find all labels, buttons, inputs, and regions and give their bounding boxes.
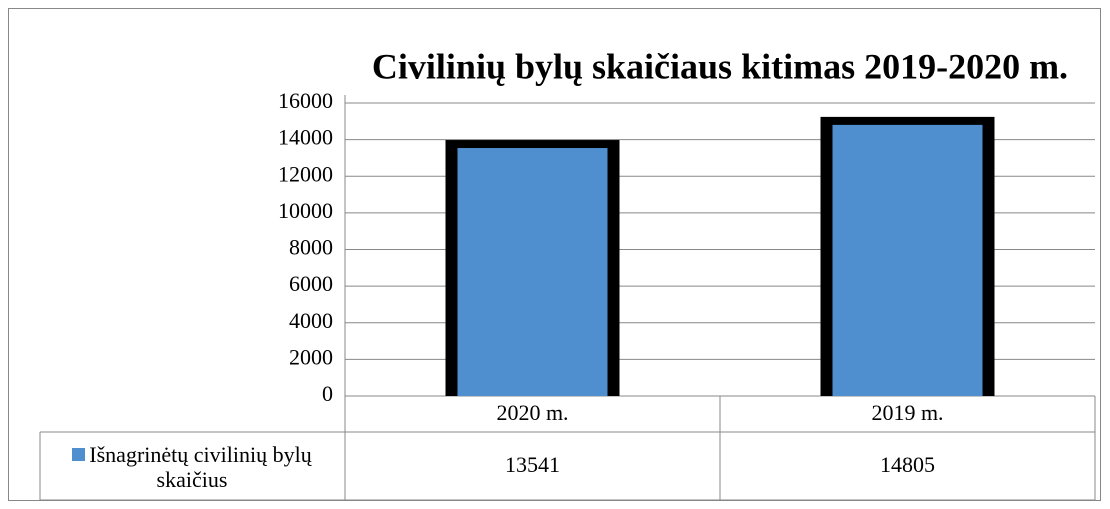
x-tick-label: 2020 m. (496, 400, 568, 425)
table-value: 14805 (880, 452, 935, 477)
bar (832, 124, 983, 397)
y-tick-label: 16000 (278, 88, 333, 113)
chart-title: Civilinių bylų skaičiaus kitimas 2019-20… (372, 46, 1068, 86)
legend-key (72, 448, 86, 461)
x-tick-label: 2019 m. (871, 400, 943, 425)
y-tick-label: 4000 (289, 308, 333, 333)
legend-entry: Išnagrinėtų civilinių bylų skaičius (42, 434, 342, 500)
legend: Išnagrinėtų civilinių bylų skaičius (42, 434, 342, 500)
bar (457, 148, 608, 396)
y-tick-label: 6000 (289, 271, 333, 296)
y-tick-label: 0 (322, 381, 333, 406)
legend-label: Išnagrinėtų civilinių bylų skaičius (89, 442, 312, 492)
y-tick-label: 14000 (278, 125, 333, 150)
y-tick-label: 10000 (278, 198, 333, 223)
y-tick-label: 8000 (289, 235, 333, 260)
y-tick-label: 2000 (289, 344, 333, 369)
y-tick-label: 12000 (278, 161, 333, 186)
table-value: 13541 (505, 452, 560, 477)
